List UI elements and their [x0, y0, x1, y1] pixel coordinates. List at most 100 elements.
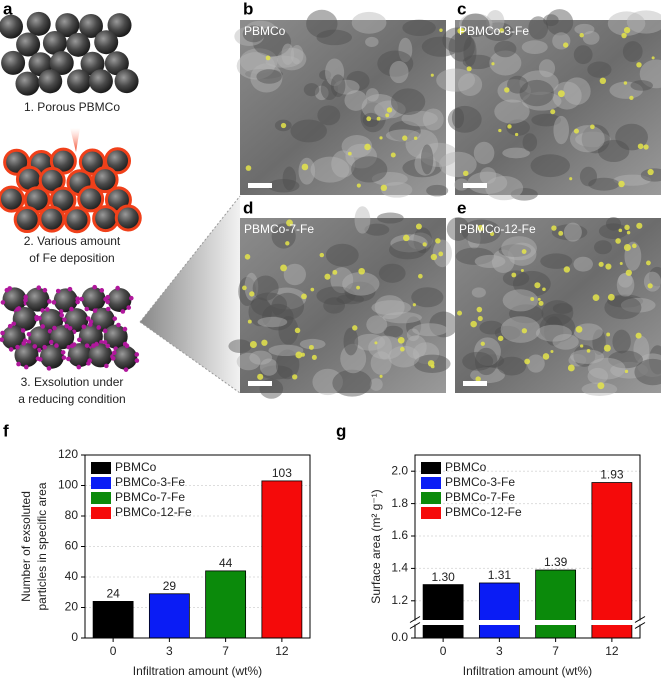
bar	[148, 593, 190, 639]
particle	[11, 321, 17, 327]
nanoparticle	[498, 128, 502, 133]
grain	[594, 240, 612, 255]
grain	[546, 9, 574, 36]
particle	[58, 309, 64, 314]
nanoparticle	[590, 124, 595, 130]
sphere	[50, 325, 75, 350]
grain	[575, 131, 611, 148]
nanoparticle	[427, 360, 435, 367]
sphere	[114, 69, 139, 94]
grain	[281, 43, 295, 65]
grain	[412, 342, 440, 365]
nanoparticle	[438, 251, 444, 257]
sphere	[38, 69, 63, 94]
scale-bar	[248, 183, 272, 188]
grain	[607, 294, 644, 308]
grain	[265, 55, 300, 68]
grain	[497, 356, 527, 376]
bar	[422, 584, 464, 639]
particle	[36, 347, 42, 353]
grain	[354, 333, 386, 351]
grain	[420, 144, 434, 175]
grain	[519, 79, 555, 107]
nanoparticle	[597, 382, 605, 390]
grain	[648, 266, 661, 287]
nanoparticle	[265, 55, 271, 61]
grain	[378, 263, 406, 283]
grain	[236, 52, 276, 80]
nanoparticle	[499, 28, 505, 33]
grain	[510, 187, 538, 201]
nanoparticle	[413, 136, 418, 141]
grain	[259, 358, 279, 376]
nanoparticle	[295, 351, 303, 359]
nanoparticle	[280, 122, 287, 129]
grain	[369, 378, 383, 391]
nanoparticle	[470, 320, 477, 328]
bar	[478, 582, 520, 639]
grain	[402, 19, 436, 36]
grain	[491, 249, 515, 274]
nanoparticle	[358, 267, 365, 275]
nanoparticle	[292, 374, 298, 380]
y-axis-label: particles in specific area	[35, 482, 49, 610]
nanoparticle	[651, 56, 655, 60]
grain	[486, 10, 505, 33]
nanoparticle	[242, 285, 247, 291]
x-tick-label: 12	[275, 644, 289, 658]
grain	[512, 270, 551, 297]
x-axis-label: Infiltration amount (wt%)	[463, 664, 592, 678]
particle	[134, 352, 140, 357]
nanoparticle	[624, 224, 630, 231]
sphere	[1, 50, 26, 75]
nanoparticle	[567, 364, 575, 372]
grain	[252, 27, 292, 57]
grain	[290, 119, 327, 143]
grain	[306, 9, 338, 38]
grain	[228, 339, 252, 353]
particle	[76, 364, 82, 370]
particle	[0, 300, 6, 305]
particle	[23, 364, 29, 370]
grain	[239, 48, 278, 74]
sphere	[15, 71, 40, 96]
grain	[405, 129, 439, 159]
grain	[540, 253, 573, 269]
grain	[323, 297, 345, 314]
grain	[528, 16, 549, 40]
grain	[442, 27, 472, 53]
grain	[522, 133, 538, 152]
plot-frame	[84, 454, 311, 639]
nanoparticle	[629, 95, 634, 101]
grain	[249, 350, 273, 365]
nanoparticle	[430, 73, 434, 77]
nanoparticle	[598, 261, 604, 267]
value-label: 24	[106, 587, 120, 601]
y-tick-label: 1.8	[391, 496, 408, 510]
grain	[370, 351, 392, 375]
value-label: 103	[272, 466, 292, 480]
particle	[105, 294, 111, 300]
grain	[598, 223, 628, 239]
grain	[494, 99, 530, 124]
nanoparticle	[356, 183, 361, 188]
y-tick-label: 0.0	[391, 630, 408, 644]
x-tick-label: 0	[440, 644, 447, 658]
particle	[54, 343, 59, 348]
grain	[552, 32, 571, 50]
particle	[112, 316, 118, 321]
value-label: 1.39	[544, 555, 568, 569]
grain	[317, 105, 341, 126]
bar	[535, 569, 577, 639]
grain	[612, 329, 631, 354]
nanoparticle	[261, 339, 268, 346]
legend-label: PBMCo-12-Fe	[115, 505, 192, 519]
sphere	[91, 166, 119, 194]
sphere	[39, 344, 64, 369]
schematic-label: a reducing condition	[18, 392, 125, 406]
particle	[0, 337, 5, 342]
sphere	[107, 13, 132, 38]
nanoparticle	[310, 287, 315, 292]
nanoparticle	[477, 224, 484, 232]
